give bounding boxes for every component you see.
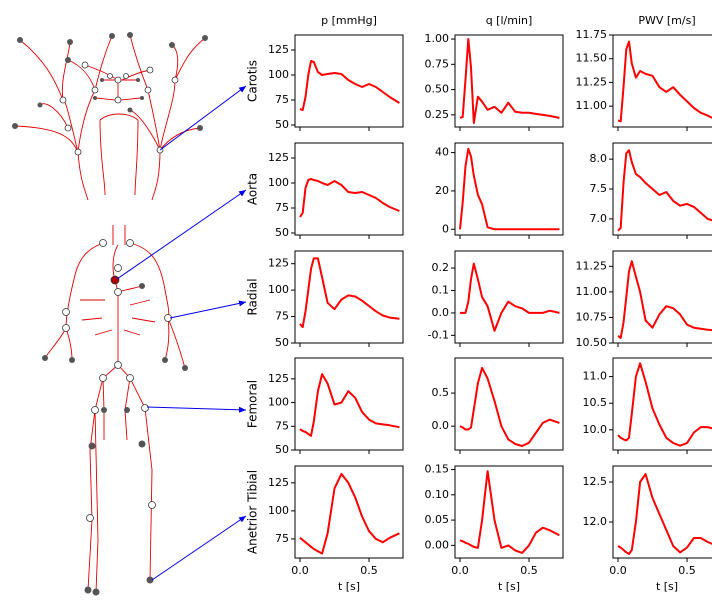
data-line bbox=[300, 61, 399, 110]
y-tick-label: 0.1 bbox=[432, 283, 450, 296]
y-tick-label: 11.25 bbox=[576, 75, 608, 88]
data-line bbox=[460, 368, 559, 446]
y-tick-label: 0.25 bbox=[425, 108, 450, 121]
y-tick-label: 100 bbox=[268, 176, 289, 189]
plot-frame bbox=[613, 35, 712, 127]
y-tick-label: 0 bbox=[442, 222, 449, 235]
y-tick-label: 125 bbox=[268, 43, 289, 56]
y-tick-label: 20 bbox=[435, 184, 449, 197]
plot-frame bbox=[613, 466, 712, 558]
nodes bbox=[42, 240, 188, 596]
y-tick-label: 75 bbox=[275, 201, 289, 214]
y-tick-label: 100 bbox=[268, 68, 289, 81]
y-tick-label: 75 bbox=[275, 532, 289, 545]
figure: 5075100125p [mmHg]Carotis0.250.500.751.0… bbox=[0, 0, 712, 600]
y-tick-label: 50 bbox=[275, 118, 289, 131]
row-label: Carotis bbox=[246, 60, 260, 102]
y-tick-label: 8.0 bbox=[590, 152, 608, 165]
data-line bbox=[460, 264, 559, 331]
x-tick-label: 0.5 bbox=[360, 564, 378, 577]
y-tick-label: 0.05 bbox=[425, 513, 450, 526]
column-title: PWV [m/s] bbox=[638, 14, 695, 27]
column-title: p [mmHg] bbox=[321, 14, 377, 27]
data-line bbox=[460, 471, 559, 553]
y-tick-label: 0.0 bbox=[432, 306, 450, 319]
y-tick-label: -0.1 bbox=[428, 328, 449, 341]
x-tick-label: 0.5 bbox=[678, 564, 696, 577]
x-tick-label: 0.0 bbox=[451, 564, 469, 577]
data-line bbox=[300, 179, 399, 217]
y-tick-label: 11.50 bbox=[576, 52, 608, 65]
x-tick-label: 0.0 bbox=[291, 564, 309, 577]
y-tick-label: 0.2 bbox=[432, 261, 450, 274]
row-label: Aorta bbox=[246, 173, 260, 205]
data-line bbox=[300, 374, 399, 436]
row-label: Radial bbox=[246, 278, 260, 315]
column-title: q [l/min] bbox=[486, 14, 533, 27]
x-axis-label: t [s] bbox=[656, 580, 678, 593]
row-label: Femoral bbox=[246, 380, 260, 428]
y-tick-label: 125 bbox=[268, 151, 289, 164]
data-line bbox=[300, 258, 399, 327]
data-line bbox=[618, 42, 712, 122]
y-tick-label: 11.00 bbox=[576, 99, 608, 112]
y-tick-label: 75 bbox=[275, 93, 289, 106]
y-tick-label: 0.00 bbox=[425, 538, 450, 551]
y-tick-label: 11.75 bbox=[576, 28, 608, 41]
y-tick-label: 75 bbox=[275, 419, 289, 432]
y-tick-label: 7.5 bbox=[590, 182, 608, 195]
y-tick-label: 11.25 bbox=[576, 259, 608, 272]
y-tick-label: 75 bbox=[275, 310, 289, 323]
x-axis-label: t [s] bbox=[338, 580, 360, 593]
y-tick-label: 0.5 bbox=[432, 386, 450, 399]
y-tick-label: 0.50 bbox=[425, 83, 450, 96]
y-tick-label: 40 bbox=[435, 146, 449, 159]
y-tick-label: 100 bbox=[268, 504, 289, 517]
y-tick-label: 12.0 bbox=[583, 515, 608, 528]
y-tick-label: 50 bbox=[275, 336, 289, 349]
data-line bbox=[618, 474, 712, 554]
y-tick-label: 100 bbox=[268, 396, 289, 409]
y-tick-label: 7.0 bbox=[590, 212, 608, 225]
y-tick-label: 0.0 bbox=[432, 419, 450, 432]
y-tick-label: 125 bbox=[268, 257, 289, 270]
y-tick-label: 10.0 bbox=[583, 423, 608, 436]
y-tick-label: 0.15 bbox=[425, 463, 450, 476]
y-tick-label: 125 bbox=[268, 476, 289, 489]
plot-frame bbox=[455, 251, 563, 343]
plot-frame bbox=[295, 143, 403, 235]
x-tick-label: 0.5 bbox=[520, 564, 538, 577]
y-tick-label: 10.75 bbox=[576, 310, 608, 323]
data-line bbox=[460, 149, 559, 230]
y-tick-label: 50 bbox=[275, 443, 289, 456]
plot-frame bbox=[613, 143, 712, 235]
plot-frame bbox=[455, 466, 563, 558]
x-tick-label: 0.0 bbox=[609, 564, 627, 577]
x-axis-label: t [s] bbox=[498, 580, 520, 593]
y-tick-label: 1.00 bbox=[425, 32, 450, 45]
y-tick-label: 12.5 bbox=[583, 475, 608, 488]
y-tick-label: 11.00 bbox=[576, 285, 608, 298]
data-line bbox=[460, 39, 559, 123]
data-line bbox=[618, 150, 712, 231]
y-tick-label: 10.50 bbox=[576, 336, 608, 349]
y-tick-label: 50 bbox=[275, 226, 289, 239]
data-line bbox=[300, 474, 399, 554]
y-tick-label: 100 bbox=[268, 283, 289, 296]
plot-frame bbox=[613, 251, 712, 343]
plot-frame bbox=[295, 466, 403, 558]
y-tick-label: 0.75 bbox=[425, 57, 450, 70]
row-label: Anetrior Tibial bbox=[246, 470, 260, 554]
body-diagram bbox=[12, 32, 246, 596]
plot-frame bbox=[455, 358, 563, 450]
y-tick-label: 11.0 bbox=[583, 370, 608, 383]
arrows bbox=[117, 86, 246, 580]
y-tick-label: 0.10 bbox=[425, 488, 450, 501]
plot-frame bbox=[613, 358, 712, 450]
data-line bbox=[618, 261, 712, 338]
data-line bbox=[618, 363, 712, 445]
y-tick-label: 125 bbox=[268, 372, 289, 385]
y-tick-label: 10.5 bbox=[583, 396, 608, 409]
